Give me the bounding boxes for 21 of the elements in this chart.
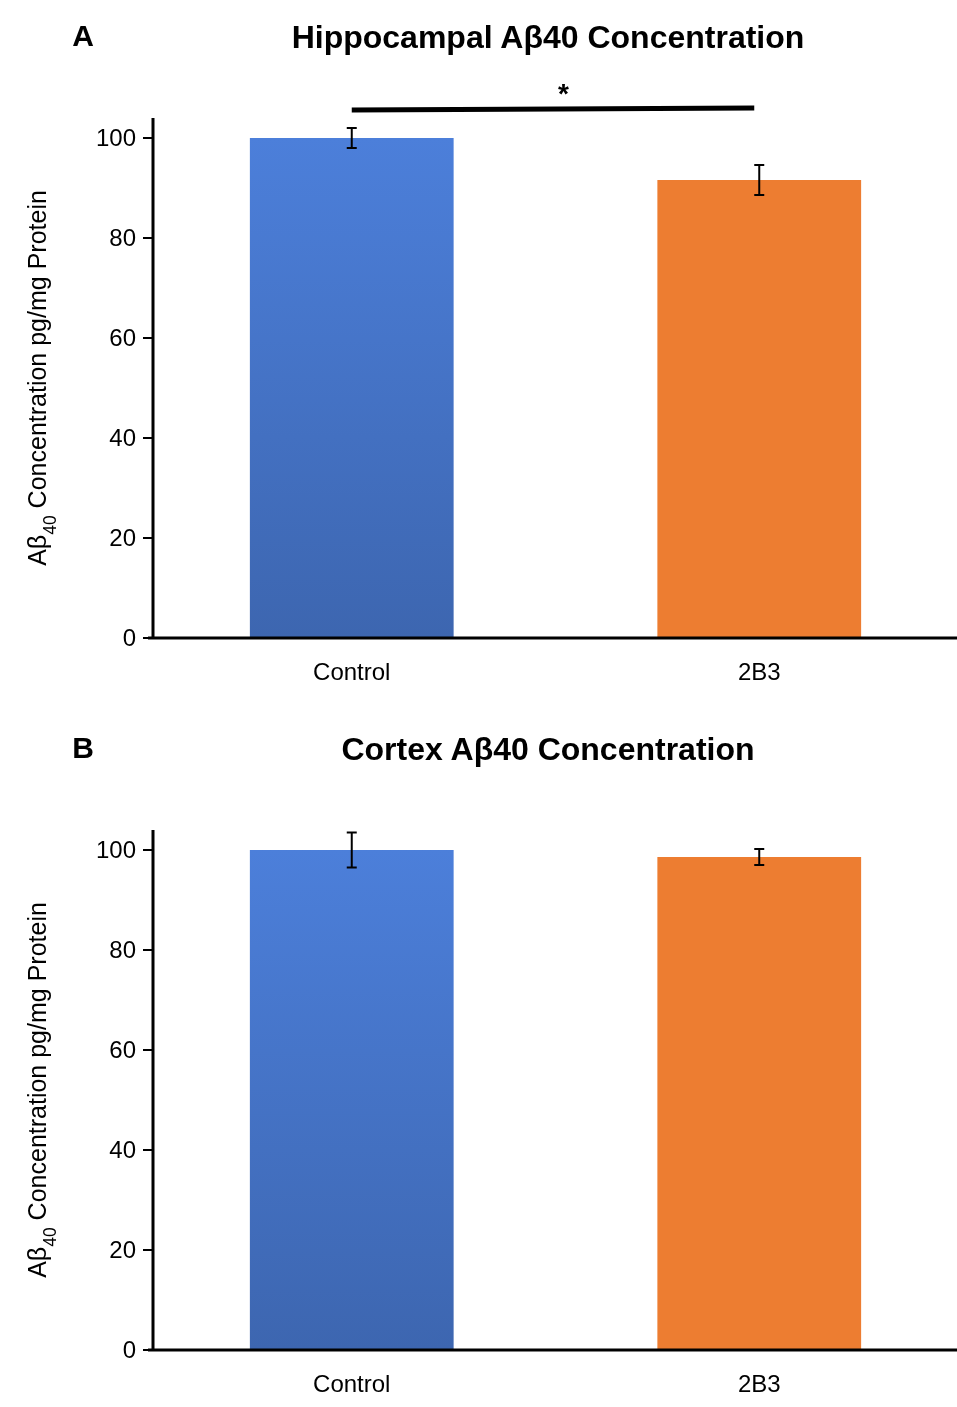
chart-title: Hippocampal Aβ40 Concentration — [291, 19, 805, 55]
y-tick-label: 0 — [122, 624, 136, 652]
y-tick-label: 60 — [109, 1036, 136, 1064]
text: B — [72, 731, 94, 764]
y-tick-label: 40 — [109, 424, 136, 452]
y-tick-label: 40 — [109, 1136, 136, 1164]
y-tick-label: 80 — [109, 936, 136, 964]
y-tick-label: 80 — [109, 224, 136, 252]
y-tick-label: 20 — [109, 1236, 136, 1264]
y-tick-label: 100 — [95, 836, 136, 864]
x-tick-label: Control — [313, 658, 391, 685]
chart-title: Cortex Aβ40 Concentration — [341, 731, 755, 767]
y-tick-label: 60 — [109, 324, 136, 352]
text: A — [72, 19, 94, 52]
x-tick-label: Control — [313, 1370, 391, 1397]
x-tick-label: 2B3 — [737, 658, 781, 685]
x-tick-label: 2B3 — [737, 1370, 781, 1397]
text: * — [558, 78, 570, 109]
y-tick-label: 20 — [109, 524, 136, 552]
y-tick-label: 100 — [95, 124, 136, 152]
y-tick-label: 0 — [122, 1336, 136, 1364]
